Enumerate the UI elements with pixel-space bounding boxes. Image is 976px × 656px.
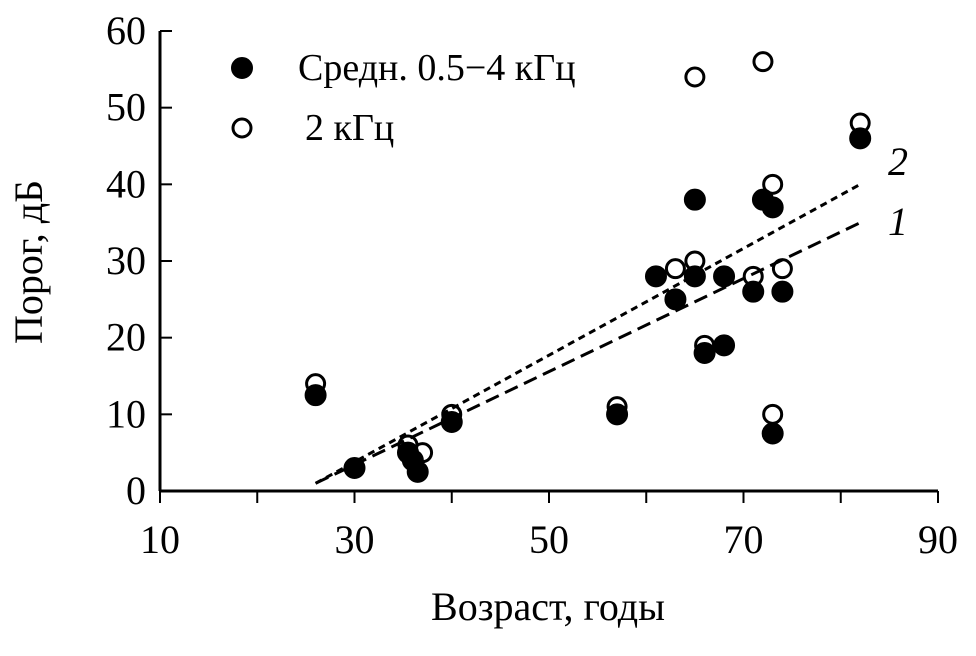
y-tick-label: 0 [126,468,146,513]
point-average [644,265,667,288]
point-average [849,127,872,150]
legend-label-average: Средн. 0.5−4 кГц [298,47,576,89]
point-2khz [762,173,784,195]
point-average [742,280,765,303]
fit-line-label-1: 1 [888,199,908,244]
point-average [713,334,736,357]
point-2khz [606,396,628,418]
point-2khz [664,258,686,280]
x-tick-label: 30 [335,517,375,562]
point-2khz [752,51,774,73]
x-axis-title: Возраст, годы [431,584,665,629]
fit-lines [314,183,861,485]
y-tick-label: 40 [106,161,146,206]
point-2khz [742,265,764,287]
point-2khz [684,250,706,272]
point-average [713,265,736,288]
point-2khz [305,373,327,395]
y-tick-label: 50 [106,85,146,130]
y-axis-title: Порог, дБ [6,180,51,344]
x-tick-label: 50 [529,517,569,562]
y-tick-label: 20 [106,315,146,360]
point-2khz [684,66,706,88]
legend-label-2khz: 2 кГц [305,107,394,149]
axes [158,31,938,493]
x-tick-label: 90 [918,517,958,562]
legend-marker-filled [231,57,253,79]
data-points [304,51,872,483]
point-2khz [694,334,716,356]
point-average [771,280,794,303]
point-2khz [771,258,793,280]
point-average [761,422,784,445]
fit-line-label-2: 2 [888,139,908,184]
point-2khz [849,112,871,134]
y-tick-label: 60 [106,8,146,53]
point-average [406,460,429,483]
point-average [683,265,706,288]
point-2khz [441,403,463,425]
x-tick-label: 70 [724,517,764,562]
legend: Средн. 0.5−4 кГц 2 кГц [231,47,576,149]
fit-line-2 [314,183,861,485]
point-average [761,196,784,219]
point-2khz [762,403,784,425]
point-2khz [412,442,434,464]
point-average [683,188,706,211]
y-tick-label: 10 [106,391,146,436]
fit-line-1 [314,221,861,485]
point-average [343,457,366,479]
y-tick-label: 30 [106,238,146,283]
point-average [664,288,687,311]
x-tick-label: 10 [140,517,180,562]
legend-marker-open [231,117,253,139]
